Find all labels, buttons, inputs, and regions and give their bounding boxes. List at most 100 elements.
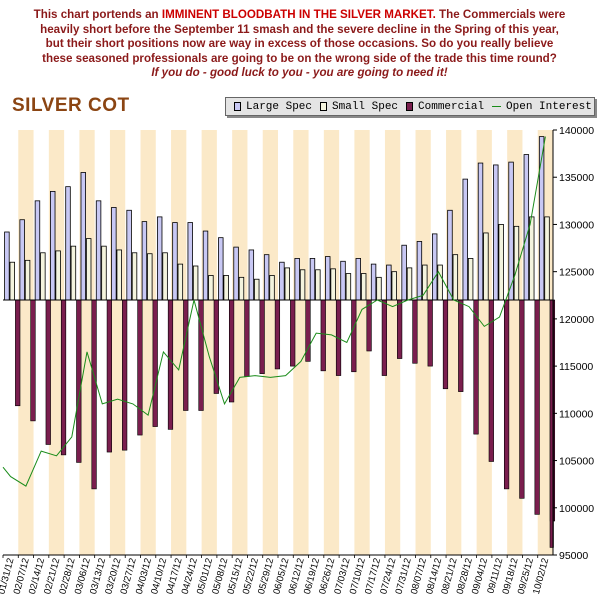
bar-commercial: [15, 299, 21, 407]
bar-commercial: [228, 299, 235, 403]
bar-large-spec: [523, 154, 530, 301]
bar-small-spec: [498, 224, 504, 301]
background-band: [232, 130, 248, 555]
y-tick-label: 120000: [559, 314, 594, 326]
bar-large-spec: [218, 237, 224, 301]
bar-large-spec: [202, 230, 209, 301]
bar-small-spec: [208, 275, 214, 301]
bar-small-spec: [406, 267, 413, 301]
bar-commercial: [366, 299, 372, 352]
bar-commercial: [351, 299, 357, 373]
background-band: [354, 130, 370, 555]
y-tick-label: 95000: [559, 550, 588, 562]
legend-swatch-large-spec: [234, 102, 241, 111]
bar-small-spec: [40, 252, 46, 301]
bar-large-spec: [19, 219, 25, 301]
legend-label: Open Interest: [506, 100, 592, 113]
bar-small-spec: [544, 216, 550, 301]
bar-small-spec: [376, 276, 382, 301]
bar-commercial: [152, 299, 158, 427]
bar-small-spec: [483, 232, 489, 301]
bar-commercial: [397, 299, 403, 359]
bar-small-spec: [192, 265, 199, 301]
bar-commercial: [91, 299, 97, 490]
bar-large-spec: [309, 258, 316, 301]
bar-commercial: [320, 299, 326, 372]
chart-annotation: This chart portends an IMMINENT BLOODBAT…: [0, 8, 599, 81]
bar-small-spec: [452, 254, 459, 301]
bar-small-spec: [284, 267, 290, 301]
background-band: [262, 130, 278, 555]
bar-small-spec: [345, 273, 352, 301]
bar-small-spec: [254, 278, 260, 301]
bar-large-spec: [447, 209, 453, 301]
annotation-line-5: If you do - good luck to you - you are g…: [151, 66, 448, 79]
annotation-line-1: This chart portends an IMMINENT BLOODBAT…: [0, 8, 599, 23]
bar-commercial: [412, 299, 418, 364]
bar-small-spec: [9, 261, 15, 301]
bar-commercial: [244, 299, 250, 377]
y-tick-label: 110000: [559, 408, 593, 420]
legend-label: Commercial: [418, 100, 485, 113]
bar-large-spec: [386, 264, 392, 301]
bar-small-spec: [24, 259, 31, 301]
bar-commercial: [488, 299, 494, 462]
bar-commercial: [458, 299, 464, 392]
bar-commercial: [274, 299, 281, 370]
bar-small-spec: [330, 268, 336, 301]
legend-swatch-commercial: [406, 102, 414, 111]
bar-commercial: [473, 299, 479, 435]
y-tick-label: 105000: [559, 456, 594, 468]
bar-commercial: [45, 299, 51, 445]
bar-small-spec: [70, 245, 77, 301]
bar-large-spec: [65, 186, 71, 301]
background-band: [384, 130, 401, 555]
bar-large-spec: [4, 231, 10, 301]
bar-large-spec: [80, 172, 86, 301]
bar-large-spec: [355, 258, 361, 301]
bar-small-spec: [131, 252, 138, 301]
bar-small-spec: [238, 276, 245, 301]
bar-small-spec: [391, 271, 397, 301]
y-tick-label: 140000: [559, 125, 594, 137]
bar-commercial: [198, 299, 204, 411]
bar-large-spec: [340, 260, 346, 301]
annotation-highlight: IMMINENT BLOODBATH IN THE SILVER MARKET.: [161, 8, 436, 21]
bar-commercial: [427, 299, 433, 367]
bar-large-spec: [279, 261, 285, 301]
bar-commercial: [30, 299, 36, 422]
bar-small-spec: [315, 269, 321, 301]
annotation-text: This chart portends an: [33, 8, 162, 21]
bar-commercial: [183, 299, 189, 411]
annotation-line-3: but their short positions now are way in…: [45, 37, 554, 50]
bar-large-spec: [370, 263, 377, 301]
annotation-line-2: heavily short before the September 11 sm…: [40, 22, 559, 36]
background-band: [293, 130, 309, 555]
y-tick-label: 130000: [559, 219, 594, 231]
bar-commercial: [290, 299, 296, 367]
legend-label: Large Spec: [246, 100, 313, 113]
bar-small-spec: [101, 245, 107, 301]
open-interest-line: [2, 136, 546, 487]
bar-small-spec: [116, 249, 122, 301]
bar-small-spec: [437, 264, 443, 301]
bar-commercial: [259, 299, 265, 374]
chart-title: SILVER COT: [12, 95, 130, 116]
bar-large-spec: [50, 190, 56, 301]
background-band: [323, 130, 340, 555]
bar-small-spec: [223, 275, 229, 301]
bar-commercial: [503, 299, 510, 490]
bar-large-spec: [477, 162, 484, 301]
bar-large-spec: [141, 221, 148, 301]
bar-large-spec: [416, 241, 423, 301]
bar-commercial: [137, 299, 143, 436]
bar-commercial: [106, 299, 112, 453]
bar-large-spec: [431, 233, 438, 301]
y-tick-label: 135000: [559, 172, 594, 184]
bar-commercial: [442, 299, 449, 390]
bar-small-spec: [147, 253, 153, 301]
chart-legend: Large Spec Small Spec Commercial Open In…: [225, 97, 595, 116]
y-tick-label: 125000: [559, 267, 594, 279]
legend-swatch-small-spec: [320, 102, 328, 111]
